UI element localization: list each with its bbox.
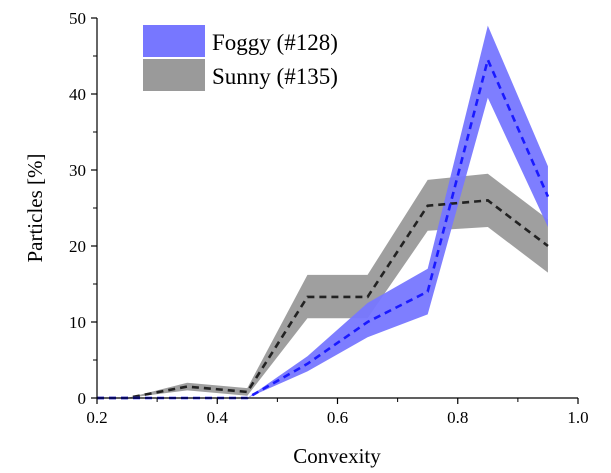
x-tick-label: 0.6 — [327, 408, 348, 427]
y-tick-label: 30 — [69, 161, 86, 180]
y-tick-label: 10 — [69, 313, 86, 332]
foggy-128-band — [97, 25, 548, 398]
sunny-135-legend-swatch — [143, 59, 205, 91]
legend-label: Sunny (#135) — [212, 64, 338, 89]
x-ticks: 0.2 0.4 0.6 0.8 1.0 — [86, 398, 589, 427]
legend: Foggy (#128) Sunny (#135) — [143, 25, 338, 91]
x-tick-label: 0.8 — [447, 408, 468, 427]
x-tick-label: 1.0 — [567, 408, 588, 427]
y-tick-label: 40 — [69, 85, 86, 104]
y-ticks: 0 10 20 30 40 50 — [69, 9, 97, 408]
y-axis-title: Particles [%] — [23, 153, 47, 262]
y-tick-label: 0 — [78, 389, 87, 408]
sunny-135-band — [97, 173, 548, 398]
x-axis-title: Convexity — [293, 444, 381, 468]
x-tick-label: 0.4 — [207, 408, 229, 427]
y-tick-label: 50 — [69, 9, 86, 28]
x-tick-label: 0.2 — [86, 408, 107, 427]
legend-label: Foggy (#128) — [212, 30, 338, 55]
y-tick-label: 20 — [69, 237, 86, 256]
sunny-135-line — [97, 199, 549, 400]
confidence-bands — [97, 25, 548, 398]
foggy-128-legend-swatch — [143, 25, 205, 57]
